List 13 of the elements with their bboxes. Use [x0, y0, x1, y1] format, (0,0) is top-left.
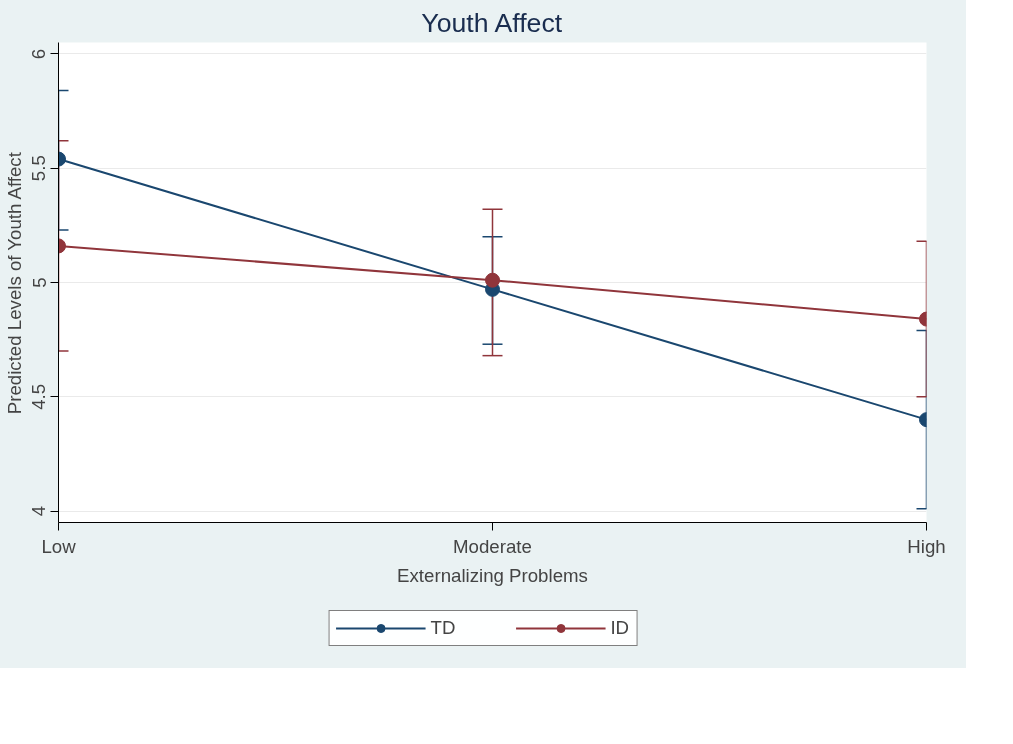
y-axis-title: Predicted Levels of Youth Affect — [3, 151, 25, 415]
y-tick-label: 4 — [28, 505, 50, 517]
x-tick-label: Low — [41, 535, 77, 557]
y-tick-label: 4.5 — [28, 383, 50, 410]
y-tick-label: 5.5 — [28, 155, 50, 182]
x-tick-label: Moderate — [453, 535, 532, 557]
x-tick-label: High — [907, 535, 946, 557]
legend-label: TD — [430, 617, 456, 639]
legend-label: ID — [610, 617, 631, 639]
x-axis-title: Externalizing Problems — [397, 564, 588, 586]
chart-title: Youth Affect — [421, 7, 563, 38]
y-tick-label: 6 — [28, 48, 50, 60]
y-tick-label: 5 — [28, 277, 50, 288]
